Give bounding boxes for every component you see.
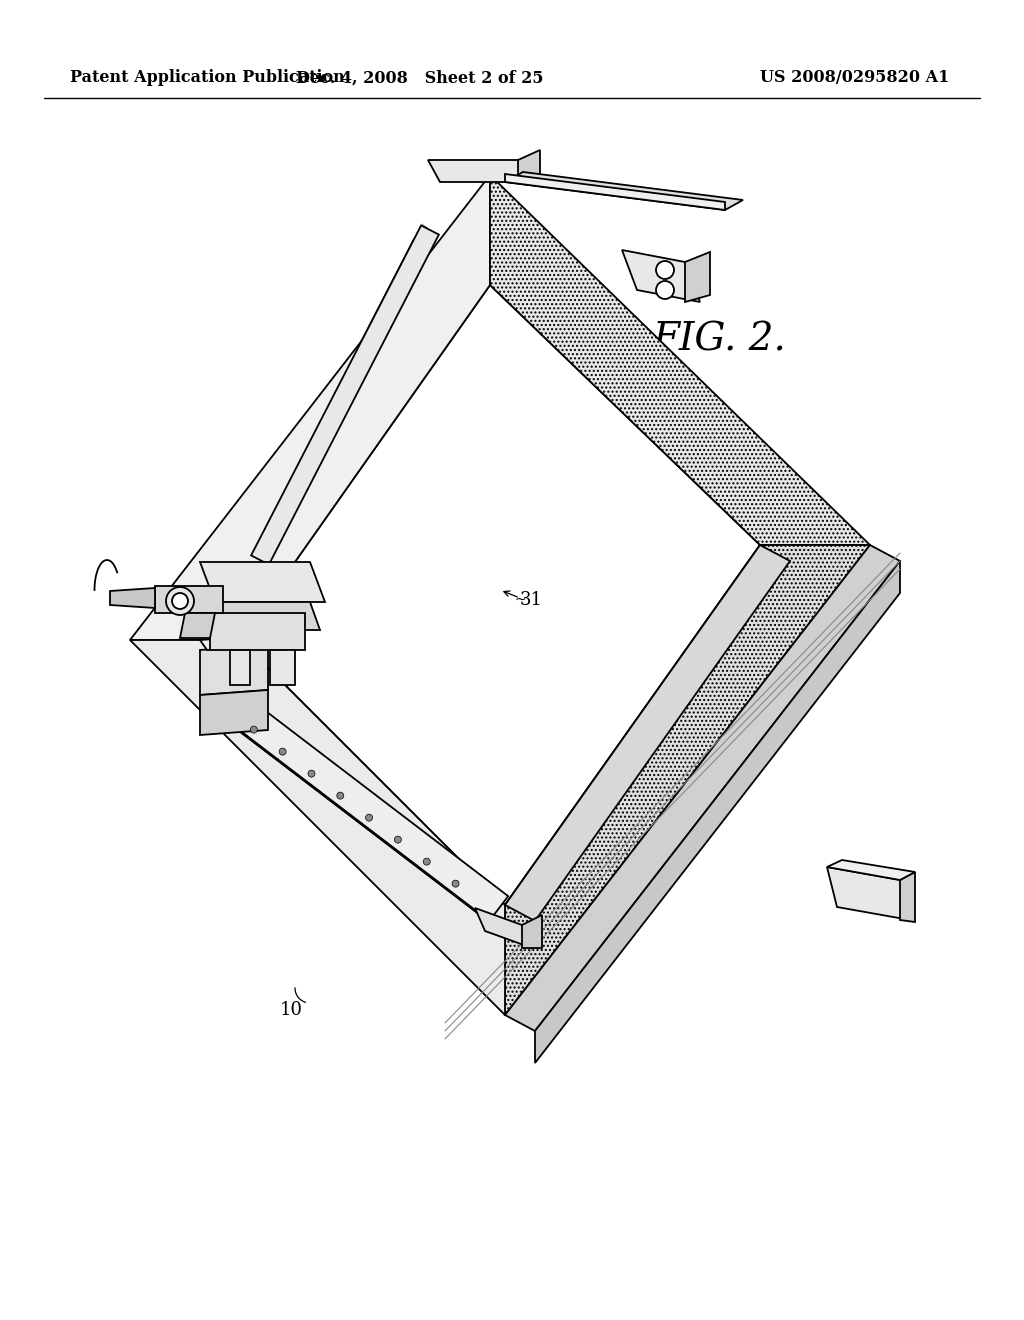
- Polygon shape: [130, 640, 505, 1015]
- Circle shape: [166, 587, 194, 615]
- Polygon shape: [535, 561, 900, 1063]
- Text: ~: ~: [514, 593, 525, 607]
- Polygon shape: [827, 861, 915, 880]
- Polygon shape: [522, 915, 542, 948]
- Circle shape: [366, 814, 373, 821]
- Text: 31: 31: [520, 591, 543, 609]
- Polygon shape: [200, 602, 319, 630]
- Text: Dec. 4, 2008   Sheet 2 of 25: Dec. 4, 2008 Sheet 2 of 25: [296, 70, 544, 87]
- Circle shape: [394, 836, 401, 843]
- Polygon shape: [110, 587, 155, 609]
- Text: 32: 32: [318, 781, 341, 799]
- Text: 10: 10: [280, 1001, 303, 1019]
- Text: 38: 38: [348, 843, 371, 861]
- Polygon shape: [251, 226, 439, 565]
- Polygon shape: [505, 172, 743, 210]
- Polygon shape: [155, 586, 223, 612]
- Polygon shape: [180, 612, 215, 638]
- Polygon shape: [200, 635, 275, 649]
- Polygon shape: [200, 690, 268, 735]
- Circle shape: [280, 748, 286, 755]
- Polygon shape: [490, 176, 870, 545]
- Text: Patent Application Publication: Patent Application Publication: [70, 70, 345, 87]
- Circle shape: [656, 261, 674, 279]
- Polygon shape: [827, 867, 910, 920]
- Text: US 2008/0295820 A1: US 2008/0295820 A1: [760, 70, 949, 87]
- Polygon shape: [200, 562, 325, 602]
- Circle shape: [250, 726, 257, 733]
- Polygon shape: [900, 873, 915, 921]
- Polygon shape: [226, 722, 501, 929]
- Circle shape: [452, 880, 459, 887]
- Circle shape: [423, 858, 430, 865]
- Polygon shape: [622, 249, 700, 302]
- Polygon shape: [505, 545, 870, 1015]
- Text: FIG. 2.: FIG. 2.: [653, 322, 786, 359]
- Circle shape: [274, 636, 286, 648]
- Polygon shape: [428, 160, 530, 182]
- Polygon shape: [226, 696, 508, 921]
- Polygon shape: [240, 285, 760, 906]
- Circle shape: [274, 624, 286, 636]
- Polygon shape: [518, 150, 540, 182]
- Polygon shape: [270, 649, 295, 685]
- Circle shape: [656, 281, 674, 300]
- Polygon shape: [505, 174, 725, 210]
- Circle shape: [337, 792, 344, 799]
- Circle shape: [308, 770, 315, 777]
- Polygon shape: [244, 240, 431, 578]
- Polygon shape: [475, 908, 532, 948]
- Polygon shape: [200, 645, 268, 696]
- Polygon shape: [230, 649, 250, 685]
- Polygon shape: [505, 545, 900, 1031]
- Circle shape: [172, 593, 188, 609]
- Polygon shape: [210, 612, 305, 649]
- Polygon shape: [130, 176, 490, 640]
- Polygon shape: [685, 252, 710, 302]
- Polygon shape: [505, 545, 790, 921]
